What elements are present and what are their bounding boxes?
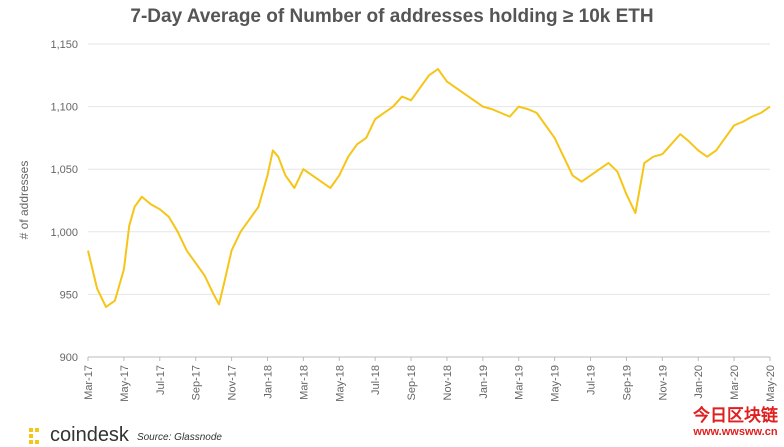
watermark: 今日区块链 www.wwsww.cn bbox=[693, 407, 778, 438]
source-text: Source: Glassnode bbox=[136, 432, 222, 443]
x-tick-label: Sep-17 bbox=[191, 365, 203, 400]
x-tick-label: Jul-18 bbox=[370, 365, 382, 395]
chart-title: 7-Day Average of Number of addresses hol… bbox=[130, 6, 654, 27]
y-tick-label: 1,050 bbox=[50, 164, 78, 176]
watermark-text: 今日区块链 bbox=[693, 406, 778, 426]
x-tick-label: May-20 bbox=[765, 365, 777, 402]
x-tick-label: Mar-18 bbox=[298, 365, 310, 400]
x-tick-label: May-19 bbox=[550, 365, 562, 402]
brand: coindesk Source: Glassnode bbox=[28, 424, 222, 447]
series-lines bbox=[87, 68, 771, 308]
x-axis bbox=[87, 356, 771, 361]
brand-name: coindesk bbox=[50, 424, 129, 446]
x-tick-label: Sep-18 bbox=[406, 365, 418, 400]
x-tick-label: May-17 bbox=[119, 365, 131, 402]
x-tick-label: Jan-18 bbox=[262, 365, 274, 399]
x-tick-label: Nov-17 bbox=[227, 365, 239, 400]
y-tick-label: 1,150 bbox=[50, 39, 78, 51]
x-tick-label: May-18 bbox=[334, 365, 346, 402]
x-tick-label: Jul-19 bbox=[586, 365, 598, 395]
y-tick-label: 950 bbox=[60, 289, 78, 301]
y-axis-title: # of addresses bbox=[17, 161, 31, 240]
x-tick-label: Sep-19 bbox=[621, 365, 633, 400]
x-tick-label: Nov-19 bbox=[657, 365, 669, 400]
x-tick-label: Mar-19 bbox=[514, 365, 526, 400]
x-tick-label: Nov-18 bbox=[442, 365, 454, 400]
x-tick-label: Jan-19 bbox=[478, 365, 490, 399]
x-tick-label: Mar-17 bbox=[83, 365, 95, 400]
x-tick-label: Mar-20 bbox=[729, 365, 741, 400]
y-tick-label: 1,100 bbox=[50, 102, 78, 114]
x-tick-label: Jan-20 bbox=[693, 365, 705, 399]
series-line bbox=[87, 68, 771, 308]
coindesk-logo-icon bbox=[29, 427, 39, 444]
watermark-url: www.wwsww.cn bbox=[693, 425, 778, 438]
y-tick-labels: 900 950 1,000 1,050 1,100 1,150 bbox=[50, 39, 78, 364]
y-tick-label: 1,000 bbox=[50, 227, 78, 239]
x-tick-label: Jul-17 bbox=[155, 365, 167, 395]
y-tick-label: 900 bbox=[60, 352, 78, 364]
x-tick-labels: Mar-17 May-17 Jul-17 Sep-17 Nov-17 Jan-18 Mar-… bbox=[83, 365, 777, 402]
grid-lines bbox=[88, 43, 770, 358]
